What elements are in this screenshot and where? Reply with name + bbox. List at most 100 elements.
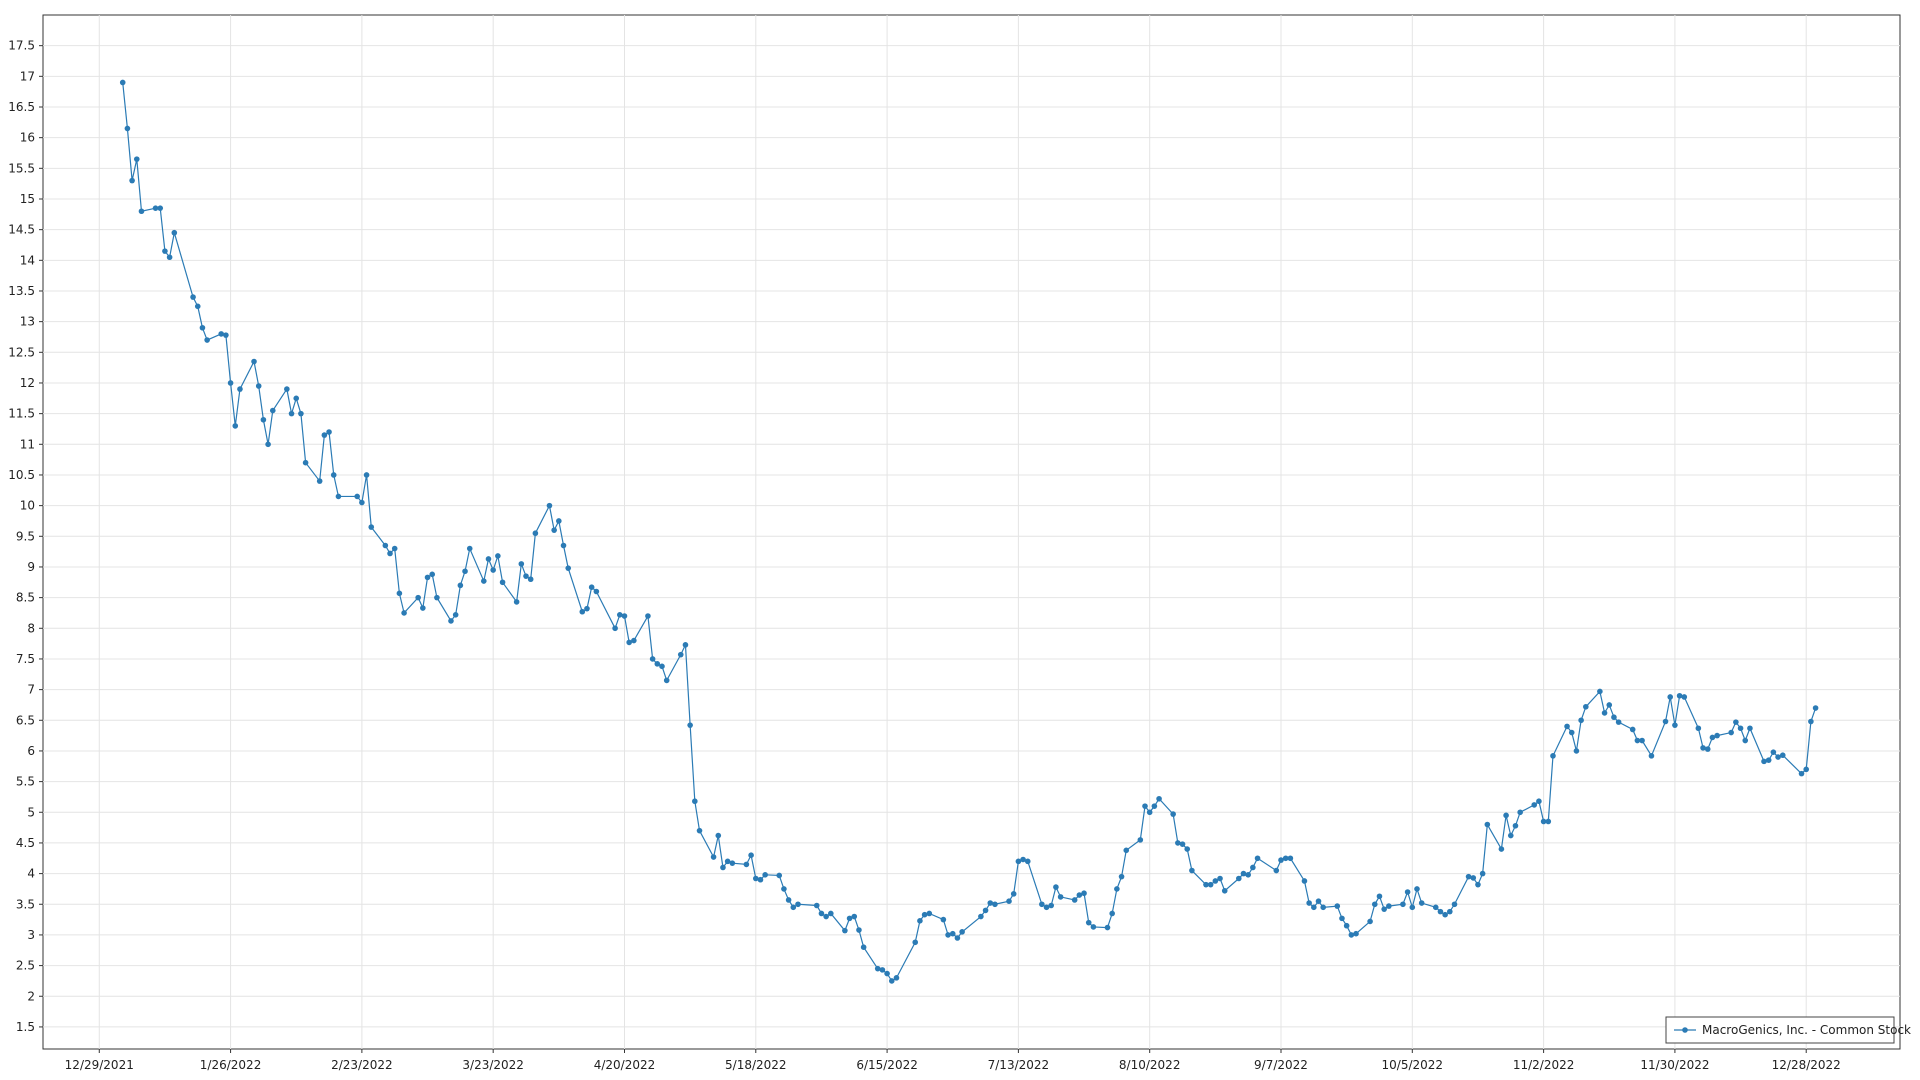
data-point — [1010, 891, 1017, 897]
data-point — [1207, 881, 1214, 888]
data-point — [556, 518, 562, 524]
data-point — [434, 594, 440, 601]
data-point — [190, 294, 196, 300]
y-tick-label: 2.5 — [16, 959, 35, 973]
data-point — [1301, 878, 1308, 884]
data-point — [649, 656, 656, 662]
data-point — [1775, 754, 1781, 760]
data-point — [621, 613, 628, 619]
data-point — [152, 205, 159, 211]
y-tick-label: 2 — [27, 989, 35, 1003]
plot-area — [42, 14, 1901, 1050]
data-point — [1507, 832, 1514, 839]
data-point — [302, 459, 309, 466]
data-point — [1418, 900, 1425, 906]
data-point — [682, 642, 689, 648]
data-point — [724, 858, 731, 865]
data-point — [1254, 855, 1261, 862]
data-point — [218, 331, 224, 337]
data-point — [133, 156, 140, 162]
x-tick-label: 9/7/2022 — [1254, 1058, 1308, 1072]
data-point — [1597, 688, 1603, 695]
data-point — [687, 722, 693, 728]
data-point — [1250, 864, 1256, 871]
data-point — [1564, 723, 1570, 730]
y-tick-label: 14.5 — [8, 223, 35, 237]
y-tick-label: 6.5 — [16, 713, 35, 727]
data-point — [293, 395, 300, 402]
data-point — [663, 677, 670, 684]
data-point — [1381, 906, 1387, 912]
data-point — [382, 542, 389, 549]
data-point — [1090, 924, 1097, 930]
data-point — [842, 927, 848, 934]
data-point — [1048, 902, 1055, 909]
data-point — [940, 916, 947, 923]
data-point — [269, 407, 276, 414]
x-tick-label: 2/23/2022 — [331, 1058, 393, 1072]
data-point — [1024, 858, 1031, 865]
data-point — [1287, 855, 1294, 862]
data-point — [1676, 692, 1683, 699]
data-point — [1353, 930, 1359, 937]
data-point — [466, 545, 473, 552]
data-point — [1447, 908, 1453, 915]
x-tick-label: 11/30/2022 — [1640, 1058, 1709, 1072]
data-point — [335, 493, 342, 500]
data-point — [677, 651, 684, 658]
data-point — [1170, 811, 1176, 817]
data-point — [715, 832, 722, 839]
data-point — [1803, 766, 1810, 773]
data-point — [1334, 903, 1341, 909]
data-point — [560, 542, 567, 549]
data-point — [551, 527, 557, 533]
data-point — [1470, 875, 1477, 881]
data-point — [1404, 889, 1411, 895]
data-point — [790, 904, 797, 911]
legend: MacroGenics, Inc. - Common Stock — [1665, 1016, 1911, 1044]
data-point — [1057, 894, 1064, 900]
data-point — [1039, 901, 1045, 908]
data-point — [1606, 702, 1613, 708]
y-tick-label: 7 — [27, 683, 35, 697]
data-point — [645, 613, 651, 619]
data-point — [1339, 915, 1345, 922]
data-point — [593, 588, 600, 595]
data-point — [359, 499, 365, 506]
data-point — [1479, 870, 1486, 877]
data-point — [992, 901, 998, 908]
data-point — [1118, 873, 1125, 880]
x-tick-label: 1/26/2022 — [200, 1058, 262, 1072]
data-point — [1672, 722, 1678, 728]
data-point — [260, 416, 267, 423]
data-point — [860, 944, 867, 950]
y-tick-label: 15 — [20, 192, 35, 206]
data-point — [1742, 737, 1749, 744]
data-point — [1733, 719, 1739, 725]
data-point — [1648, 753, 1655, 759]
data-point — [326, 429, 332, 435]
data-point — [1020, 856, 1026, 863]
data-point — [1615, 719, 1622, 725]
data-point — [1737, 725, 1744, 732]
y-tick-label: 7.5 — [16, 652, 35, 666]
y-tick-label: 9.5 — [16, 529, 35, 543]
data-point — [1311, 904, 1317, 911]
data-point — [781, 886, 787, 892]
data-point — [223, 332, 229, 338]
data-point — [748, 852, 754, 859]
data-point — [696, 827, 703, 834]
data-point — [584, 605, 590, 612]
data-point — [1662, 718, 1669, 725]
data-point — [1071, 897, 1078, 903]
data-point — [846, 915, 853, 922]
data-point — [119, 79, 126, 86]
y-tick-label: 13.5 — [8, 284, 35, 298]
y-tick-label: 4.5 — [16, 836, 35, 850]
y-tick-label: 15.5 — [8, 161, 35, 175]
data-point — [1376, 893, 1383, 900]
data-point — [1770, 749, 1777, 755]
data-point — [1315, 898, 1322, 904]
data-point — [616, 611, 623, 618]
